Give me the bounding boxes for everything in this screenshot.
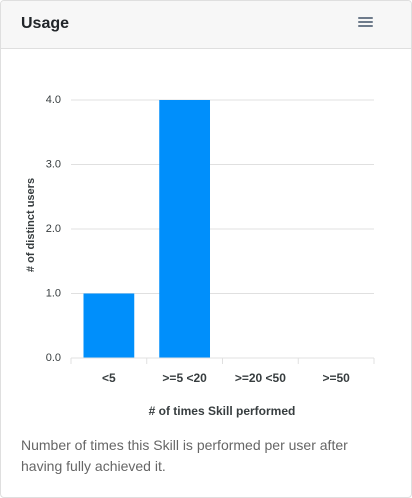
y-tick-label: 0.0 — [46, 352, 61, 364]
y-tick-label: 2.0 — [46, 223, 61, 235]
chart-bars — [83, 100, 211, 359]
card-header: Usage — [1, 1, 411, 49]
bar-0[interactable] — [83, 293, 135, 359]
x-axis-title: # of times Skill performed — [149, 404, 296, 418]
y-axis-ticks: 0.0 1.0 2.0 3.0 4.0 — [46, 94, 61, 364]
card-title: Usage — [21, 15, 70, 32]
x-tick-label: <5 — [102, 371, 116, 385]
y-tick-label: 1.0 — [46, 288, 61, 300]
x-tick-label: >=50 — [322, 371, 350, 385]
chart-description: Number of times this Skill is performed … — [21, 437, 348, 474]
x-tick-label: >=5 <20 — [162, 371, 207, 385]
bar-chart-svg: 0.0 1.0 2.0 3.0 4.0 <5 >=5 <20 >=20 <50 >=50 # … — [25, 94, 375, 418]
y-tick-label: 3.0 — [46, 159, 61, 171]
x-axis-ticks: <5 >=5 <20 >=20 <50 >=50 — [102, 371, 350, 385]
y-tick-label: 4.0 — [46, 94, 61, 106]
usage-chart: 0.0 1.0 2.0 3.0 4.0 <5 >=5 <20 >=20 <50 >=50 # … — [1, 49, 411, 429]
hamburger-menu-icon[interactable] — [357, 15, 375, 31]
x-tick-label: >=20 <50 — [235, 371, 286, 385]
y-axis-title: # of distinct users — [25, 178, 37, 272]
x-axis — [70, 357, 375, 364]
bar-1[interactable] — [159, 100, 211, 358]
